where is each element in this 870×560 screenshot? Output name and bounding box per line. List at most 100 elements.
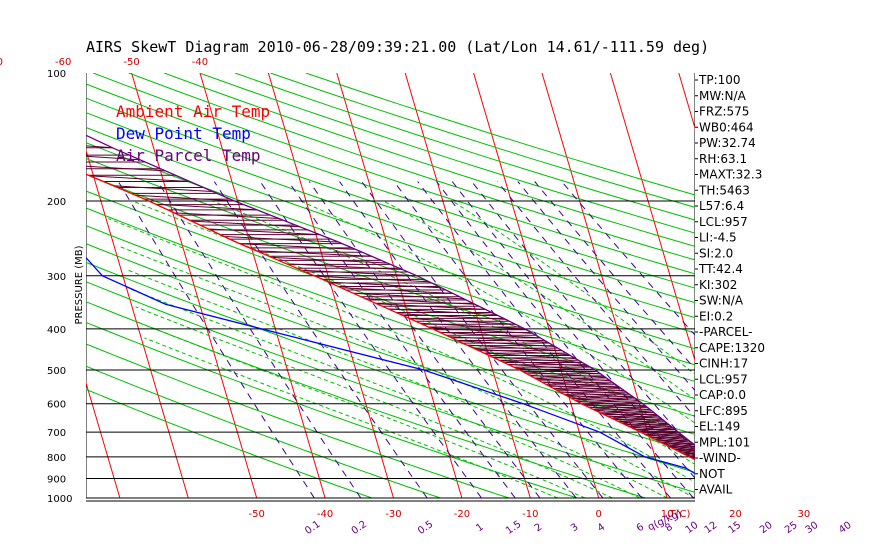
index-item: TP:100 — [698, 73, 741, 87]
bottom-temperature-tick: -40 — [317, 509, 333, 520]
pressure-tick-label: 700 — [47, 428, 66, 439]
index-item: CAPE:1320 — [699, 341, 765, 355]
mixing-ratio-line — [534, 181, 695, 370]
cape-hatch-line — [492, 356, 583, 363]
pressure-tick-label: 100 — [47, 69, 66, 80]
cape-hatch-line — [208, 228, 320, 236]
cape-hatch-line — [388, 308, 496, 315]
moist-adiabat-line — [144, 337, 558, 498]
cape-hatch-line — [353, 292, 465, 300]
cape-hatch-line — [86, 155, 140, 161]
pressure-tick-label: 1000 — [47, 494, 72, 505]
cape-hatch-line — [466, 344, 563, 352]
top-temperature-tick: -40 — [192, 57, 208, 68]
index-item: CAP:0.0 — [699, 388, 746, 402]
index-item: WB0:464 — [699, 120, 754, 134]
moist-adiabat-line — [452, 200, 695, 375]
index-item: MPL:101 — [699, 435, 750, 449]
cape-hatch-line — [541, 381, 621, 389]
cape-hatch-line — [594, 409, 658, 417]
dry-adiabat-line — [86, 321, 579, 498]
mixing-ratio-line — [436, 181, 694, 498]
index-item: EL:149 — [699, 420, 740, 434]
isotherm-line — [473, 73, 600, 498]
pressure-tick-label: 200 — [47, 197, 66, 208]
cape-hatch-line — [239, 243, 356, 250]
mixing-ratio-tick: 40 — [837, 520, 854, 536]
dry-adiabat-line — [86, 281, 695, 493]
cape-hatch-line — [559, 391, 634, 398]
index-item: LFC:895 — [699, 404, 748, 418]
mixing-ratio-line — [497, 181, 695, 418]
dry-adiabat-line — [86, 190, 695, 400]
cape-hatch-line — [174, 212, 279, 219]
cape-hatch-line — [522, 371, 606, 378]
mixing-ratio-line — [417, 181, 671, 498]
cape-hatch-line — [654, 438, 695, 446]
mixing-ratio-tick: 1 — [474, 522, 486, 535]
mixing-ratio-tick: 20 — [758, 520, 775, 536]
cape-hatch-line — [430, 327, 533, 334]
cape-hatch-line — [547, 384, 625, 392]
dry-adiabat-line — [86, 126, 695, 334]
mixing-ratio-tick: 0.2 — [350, 519, 369, 537]
dry-adiabat-line — [86, 388, 374, 498]
cape-hatch-line — [135, 194, 235, 202]
index-item: LI:-4.5 — [699, 231, 737, 245]
mixing-ratio-line — [213, 181, 428, 498]
moist-adiabat-line — [135, 306, 613, 498]
index-item: SW:N/A — [699, 294, 744, 308]
moist-adiabat-line — [212, 200, 695, 446]
mixing-ratio-tick: 0.5 — [416, 519, 435, 537]
moist-adiabat-line — [108, 218, 695, 483]
cape-hatch-line — [682, 453, 695, 457]
air-parcel-temp-line — [86, 134, 695, 447]
cape-hatch-line — [582, 403, 651, 411]
cape-hatch-line — [623, 423, 676, 430]
profile-series — [86, 134, 695, 475]
cape-hatch-line — [617, 420, 672, 428]
isotherm-line — [609, 73, 695, 363]
cape-hatch-line — [89, 175, 190, 182]
isotherm-line — [404, 73, 531, 498]
mixing-ratio-line — [339, 181, 577, 498]
mixing-ratio-tick: 0.1 — [303, 519, 322, 537]
moist-adiabat-line — [127, 287, 640, 498]
cape-hatch-line — [483, 352, 576, 360]
cape-hatch-line — [420, 322, 526, 330]
index-item: NOT — [699, 467, 725, 481]
legend-entry: Ambient Air Temp — [116, 102, 270, 121]
dry-adiabat-line — [86, 365, 442, 498]
index-item: L57:6.4 — [699, 199, 744, 213]
mixing-ratio-tick: 25 — [783, 520, 800, 536]
dry-adiabat-line — [86, 112, 695, 319]
index-item: LCL:957 — [699, 372, 748, 386]
cape-hatch-line — [629, 426, 679, 433]
mixing-ratio-tick: 3 — [569, 522, 581, 535]
cape-hatch-line — [448, 336, 548, 343]
isotherm-line — [541, 73, 668, 498]
cape-hatch-line — [588, 406, 655, 414]
cape-hatch-line — [576, 400, 647, 408]
bottom-temperature-tick: 20 — [729, 509, 742, 520]
dry-adiabat-line — [86, 301, 648, 498]
cape-hatch-line — [668, 446, 695, 452]
cape-hatch-line — [606, 415, 665, 422]
cape-hatch-line — [570, 397, 643, 405]
index-item: KI:302 — [699, 278, 737, 292]
legend-entry: Dew Point Temp — [116, 124, 251, 143]
moist-adiabat-line — [136, 321, 586, 498]
index-item: SI:2.0 — [699, 246, 733, 260]
cape-hatch-line — [612, 418, 669, 425]
dry-adiabat-line — [86, 243, 695, 454]
chart-title: AIRS SkewT Diagram 2010-06-28/09:39:21.0… — [86, 38, 709, 56]
cape-hatch-line — [457, 340, 556, 347]
mixing-ratio-line — [451, 181, 695, 479]
index-item: AVAIL — [699, 483, 733, 497]
cape-hatch-line — [365, 298, 475, 305]
isotherm-line — [747, 73, 870, 498]
mixing-ratio-tick: 15 — [726, 520, 743, 536]
cape-hatch-line — [515, 367, 601, 375]
dry-adiabat-line — [86, 142, 695, 350]
bottom-temperature-tick: 30 — [798, 509, 811, 520]
